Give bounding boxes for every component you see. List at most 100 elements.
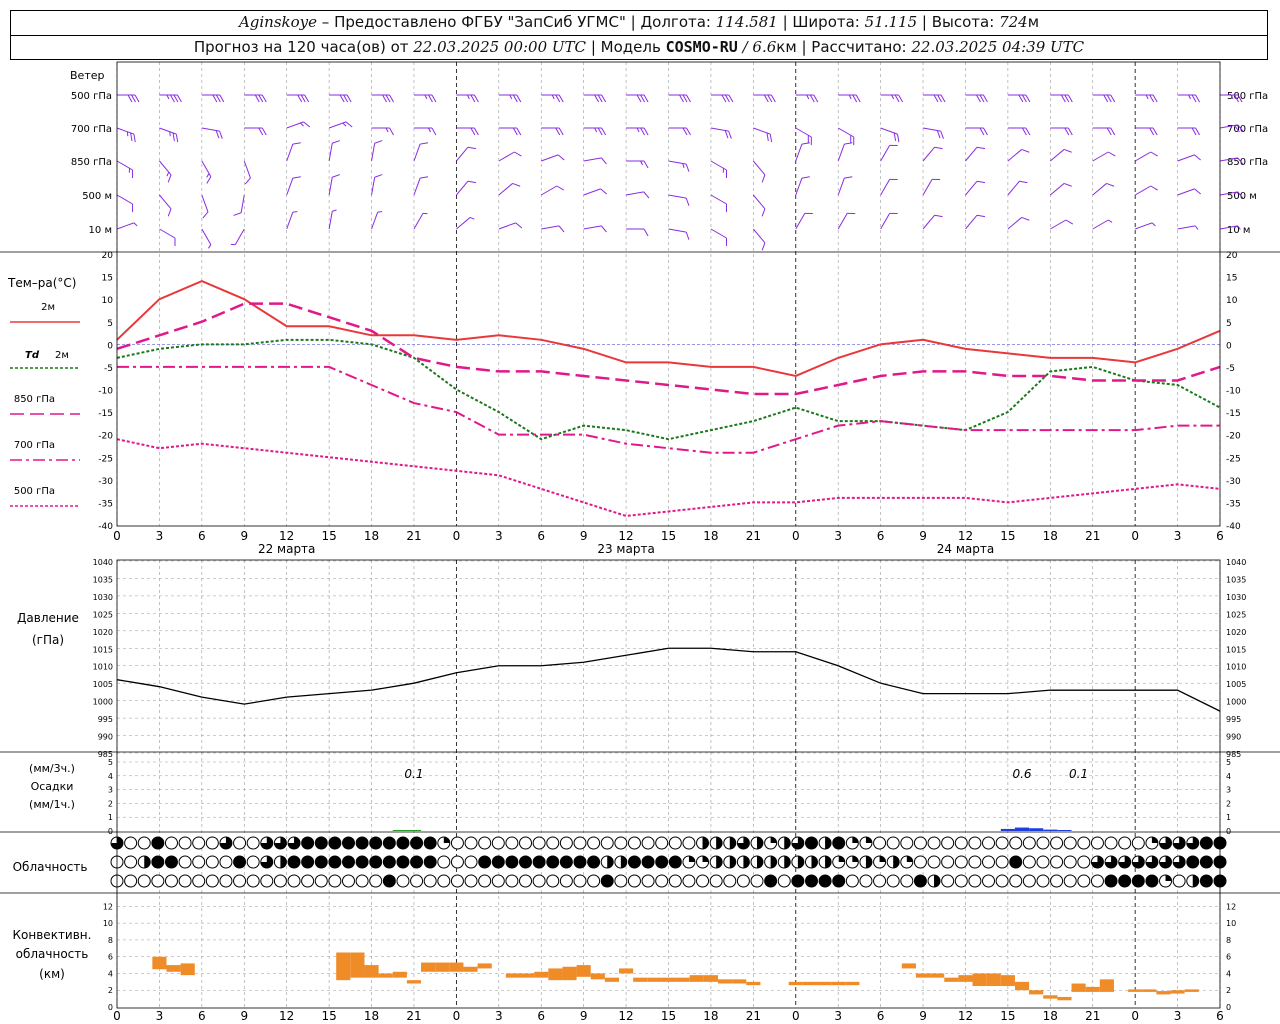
wind-barb-flag [389,94,394,103]
cloud-cover-fill [233,856,246,868]
wind-barb [413,212,428,230]
cloud-cover-fill [315,837,328,849]
x-tick-label: 3 [1174,529,1182,543]
cloud-cover-fill [315,856,328,868]
x-tick-label: 9 [580,529,588,543]
wind-barb-staff [201,228,212,245]
convective-cloud-panel: 12 12 10 10 8 8 6 6 4 4 2 2 0 0 Конвективн. облачность (… [13,902,1237,1012]
cloud-cover-fill [729,856,736,868]
y-tick-label: -10 [98,387,113,397]
wind-barb-half-flag [469,216,475,220]
x-tick-label: 3 [156,1009,164,1023]
wind-barb-flag [940,94,946,103]
wind-barb [668,160,690,172]
lat-value: 51.115 [864,13,918,31]
wind-barb-staff [159,194,172,210]
wind-barb-flag [934,214,943,218]
convective-cloud-bar [520,973,535,978]
wind-barb-flag [1063,148,1072,153]
y-tick-label-right: 5 [1226,758,1231,767]
x-tick-label: 9 [919,529,927,543]
model-name: COSMO-RU [665,38,738,56]
y-tick-label-right: 8 [1226,936,1231,945]
wind-barb-staff [710,228,727,239]
wind-barb-flag [640,127,646,136]
y-tick-label: 1025 [93,610,113,619]
x-tick-label: 12 [618,529,633,543]
convective-cloud-bar [1043,995,1058,999]
legend-label: 850 гПа [14,394,55,405]
convective-cloud-bar [449,962,464,972]
y-tick-label: -15 [98,409,113,419]
wind-barb-flag [1025,94,1031,103]
wind-barb-staff [1219,191,1238,196]
wind-barb-half-flag [1145,94,1149,100]
wind-barb-staff [1134,222,1153,230]
wind-barb [243,160,251,185]
y-tick-label: 3 [108,786,113,795]
cloud-cover-circle [696,874,710,888]
convective-cloud-bar [378,973,393,978]
cloud-cover-circle [1118,836,1132,850]
cloud-cover-fill [478,856,491,868]
y-tick-label-right: 10 [1226,919,1236,928]
wind-barb [1007,216,1030,230]
wind-barb-flag [897,134,900,143]
cloud-cover-circle [995,874,1009,888]
convective-cloud-bar [576,965,591,977]
wind-barb-flag [1065,219,1074,225]
wind-barb-half-flag [1188,94,1192,100]
y-tick-label-right: 6 [1226,953,1231,962]
wind-barb-half-flag [422,212,428,215]
x-tick-label: 0 [453,1009,461,1023]
cloud-cover-fill [607,856,614,868]
wind-barb-flag [332,140,340,144]
cloud-cover-circle [982,855,996,869]
wind-barb [922,178,941,196]
cloud-cover-circle [750,874,764,888]
wind-barb [413,94,437,103]
x-tick-label: 9 [240,529,248,543]
y-tick-label: 5 [107,319,113,329]
wind-barb [371,174,383,196]
cloud-cover-fill [1200,856,1213,868]
wind-barb-flag [206,176,212,184]
wind-barb-flag [558,225,565,233]
wind-level-label-right: 500 гПа [1227,91,1268,102]
temperature-line [116,338,1221,441]
x-tick-label: 3 [1174,1009,1182,1023]
wind-barb-flag [721,94,727,103]
wind-barb-staff [159,228,176,239]
wind-barb-flag [1060,94,1066,103]
wind-barb [1219,191,1244,199]
wind-barb-flag [898,94,904,103]
cloud-cover-fill [1173,856,1186,868]
cloud-cover-circle [1022,874,1036,888]
wind-barb [1220,94,1243,103]
wind-barb-staff [116,127,135,135]
cloud-cover-fill [791,875,804,887]
wind-barb-half-flag [166,171,170,177]
wind-barb-flag [686,94,691,103]
y-tick-label: 2 [108,799,113,808]
cloud-cover-circle [192,855,206,869]
wind-barb-flag [467,146,476,150]
cloud-cover-fill [288,856,301,868]
cloud-cover-circle [941,855,955,869]
convective-cloud-bar [1057,996,1072,1001]
wind-barb-staff [540,185,558,196]
y-tick-label: 1000 [93,698,113,707]
cloud-cover-fill [288,837,301,849]
cloud-cover-fill [865,856,872,868]
cloud-cover-fill [546,856,559,868]
wind-barb [371,127,394,136]
wind-barb-half-flag [551,94,555,100]
convective-cloud-bar [604,977,620,982]
wind-barb [1177,94,1201,103]
wind-barb-flag [556,185,565,191]
wind-barb-flag [685,231,690,240]
y-tick-label-right: 4 [1226,772,1231,781]
y-tick-label-right: 5 [1226,319,1232,329]
wind-barb [1134,185,1158,196]
wind-barb [668,194,690,206]
